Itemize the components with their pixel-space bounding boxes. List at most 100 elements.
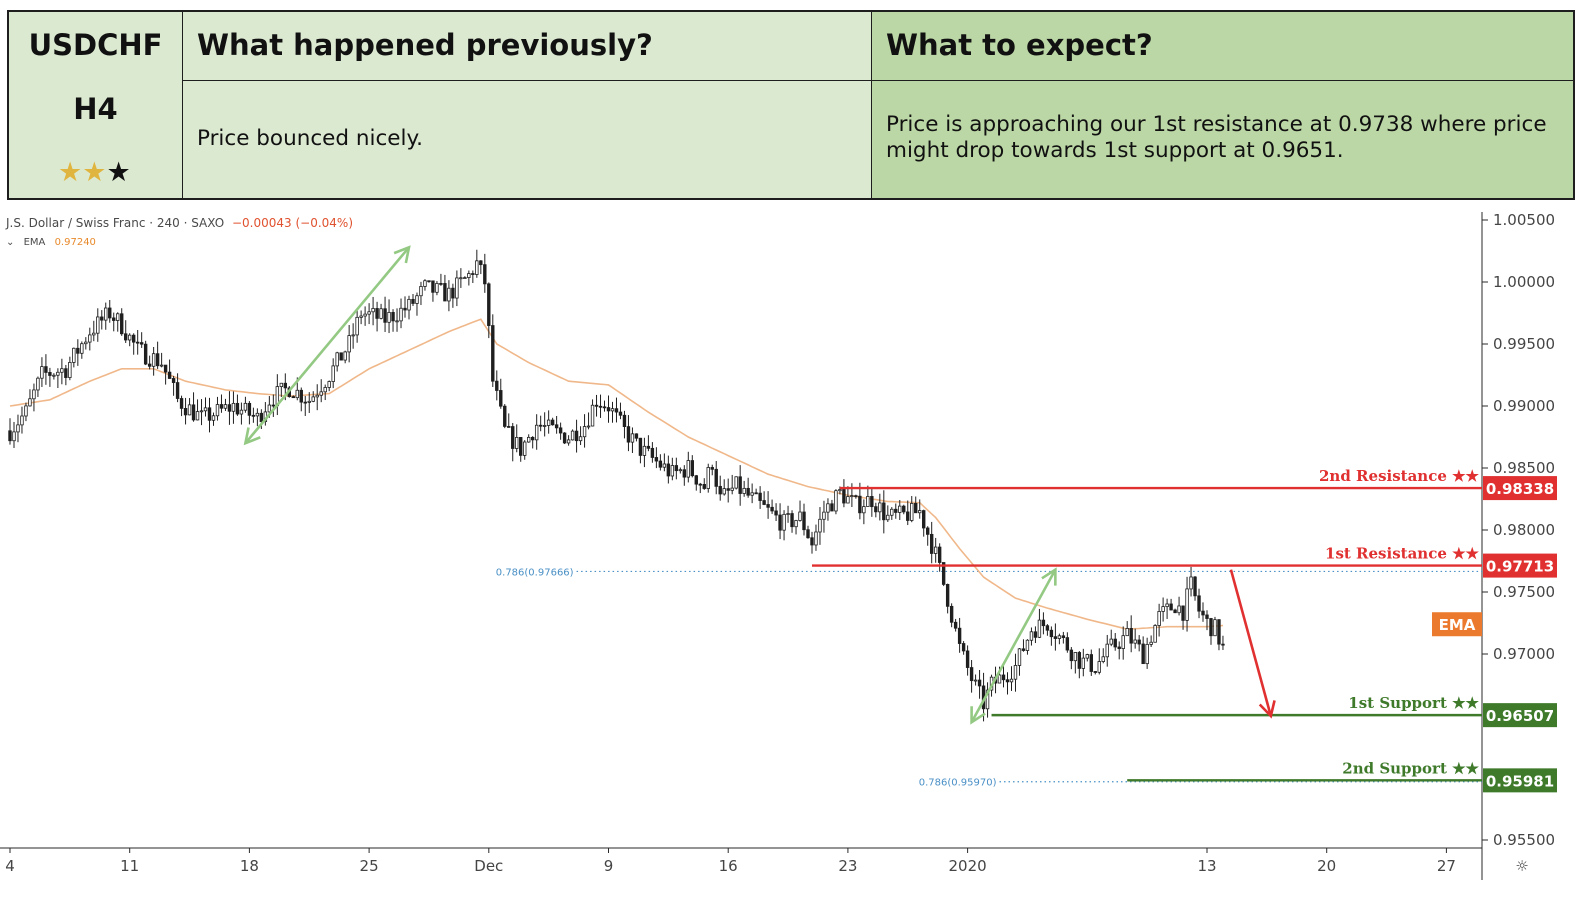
levels: 2nd Resistance ★★ 0.98338 1st Resistance ★… [811, 467, 1557, 793]
candle-body [327, 381, 331, 388]
candle-body [750, 492, 754, 496]
candle-body [882, 502, 886, 521]
candle-body [850, 495, 854, 498]
timeframe: H4 [73, 92, 118, 126]
price-axis[interactable]: 1.00500 1.00000 0.99500 0.99000 0.98500 0.980… [1482, 211, 1555, 849]
candle-body [674, 465, 679, 472]
candle-body [814, 531, 818, 546]
candle-body [666, 463, 671, 477]
candle-body [1137, 639, 1141, 645]
candle-body [155, 353, 160, 367]
candle-body [271, 404, 276, 407]
candle-body [383, 308, 387, 323]
candle-body [953, 621, 958, 629]
price-badge [1483, 476, 1557, 501]
collapse-chevron-icon[interactable]: ⌄ [6, 237, 15, 248]
candle-body [1021, 648, 1026, 651]
y-tick-label: 1.00500 [1493, 211, 1555, 229]
candle-body [295, 389, 299, 399]
x-tick-label: 2020 [949, 857, 987, 875]
ema-legend-label: EMA [23, 237, 46, 248]
candle-body [1045, 625, 1050, 631]
price-badge-value: 0.98338 [1486, 480, 1554, 498]
candle-body [503, 405, 507, 427]
candle-body [534, 424, 539, 441]
candle-body [1213, 619, 1217, 637]
candle-body [1041, 619, 1046, 627]
fib-label: 0.786(0.95970) [919, 778, 997, 789]
x-tick-label: 16 [719, 857, 738, 875]
candle-body [906, 511, 910, 521]
candle-body [40, 366, 44, 379]
candle-body [874, 506, 878, 513]
candle-body [1193, 576, 1197, 597]
pair-cell: USDCHF H4 ★ ★ ★ [7, 10, 183, 200]
candle-body [838, 489, 842, 492]
candle-body [610, 408, 615, 412]
fib-lines: 0.786(0.97666) 0.786(0.95970) [496, 567, 1482, 789]
candle-body [754, 492, 758, 495]
candle-body [858, 495, 862, 514]
x-tick-label: 11 [120, 857, 139, 875]
candle-body [259, 412, 264, 423]
candle-body [758, 492, 762, 501]
candle-body [88, 334, 92, 343]
candle-body [291, 396, 295, 399]
candle-body [714, 468, 718, 487]
candle-body [363, 313, 367, 317]
candle-body [235, 402, 240, 415]
candle-body [1093, 671, 1097, 673]
candle-body [702, 484, 706, 489]
price-badge [1483, 553, 1557, 578]
candle-body [1101, 656, 1105, 662]
candle-body [519, 437, 523, 456]
candle-body [151, 353, 156, 367]
candle-body [104, 307, 108, 321]
candle-body [590, 404, 595, 427]
y-tick-label: 0.98000 [1493, 521, 1555, 539]
candle-body [949, 605, 954, 623]
candle-body [1205, 614, 1209, 619]
candle-body [455, 277, 459, 299]
candle-body [957, 627, 962, 644]
settings-gear-icon[interactable]: ☼ [1515, 857, 1528, 875]
y-tick-label: 1.00000 [1493, 273, 1555, 291]
candle-body [718, 485, 722, 495]
candle-body [1081, 657, 1086, 669]
arrow-tail [970, 706, 986, 725]
time-axis[interactable]: 4 11 18 25 Dec 9 16 23 2020 13 20 27 ☼ [5, 848, 1529, 875]
candle-body [802, 511, 806, 531]
candle-body [203, 407, 208, 412]
candle-body [878, 502, 882, 513]
candle-body [255, 412, 260, 417]
candle-body [834, 490, 838, 512]
candle-body [419, 286, 423, 297]
candle-body [1085, 654, 1089, 659]
price-badge-value: 0.97713 [1486, 558, 1554, 576]
candle-body [614, 408, 619, 413]
candle-body [542, 425, 547, 427]
x-tick-label: 13 [1197, 857, 1216, 875]
candle-body [459, 277, 463, 280]
price-badge-value: 0.95981 [1486, 772, 1554, 790]
x-tick-label: 9 [604, 857, 614, 875]
candle-body [267, 404, 272, 413]
candle-body [922, 510, 926, 529]
candle-body [898, 505, 902, 513]
ema-legend[interactable]: ⌄ EMA 0.97240 [6, 237, 96, 248]
candle-body [463, 277, 467, 279]
previous-title: What happened previously? [197, 28, 653, 62]
candle-body [175, 382, 180, 399]
candle-body [447, 287, 451, 302]
candle-body [1009, 678, 1014, 683]
candle-body [822, 511, 826, 520]
candle-body [1169, 603, 1173, 611]
star-empty-icon: ★ [106, 157, 131, 188]
candle-body [367, 311, 371, 315]
candle-body [762, 500, 766, 505]
candle-body [870, 496, 874, 508]
previous-body-cell: Price bounced nicely. [182, 80, 872, 200]
candle-body [207, 407, 212, 421]
candle-body [124, 333, 128, 341]
